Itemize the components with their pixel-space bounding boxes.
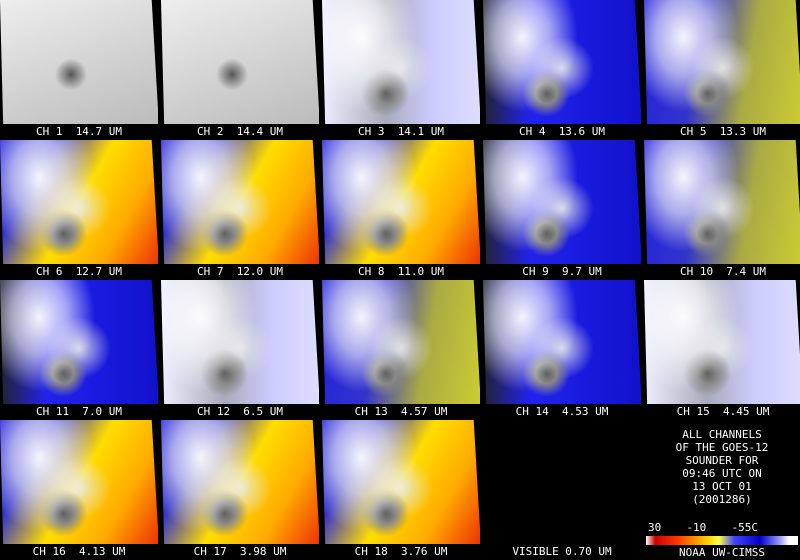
panel-label: VISIBLE 0.70 UM [512,545,612,558]
panel-label: CH 18 3.76 UM [354,545,448,558]
satellite-image [322,140,480,264]
panel-label: CH 2 14.4 UM [196,125,284,138]
satellite-image [0,420,158,544]
info-line: 13 OCT 01 [692,480,752,493]
panel-label: CH 7 12.0 UM [196,265,284,278]
satellite-image [161,140,319,264]
panel-label: CH 6 12.7 UM [35,265,123,278]
satellite-image [322,280,480,404]
colorbar-label: -10 [686,521,707,534]
panel-label: CH 12 6.5 UM [196,405,284,418]
panel: CH 6 12.7 UM [0,140,158,280]
satellite-image [483,280,641,404]
info-line: 09:46 UTC ON [682,467,762,480]
panel-label: CH 11 7.0 UM [35,405,123,418]
panel: VISIBLE 0.70 UM [483,420,641,560]
panel: CH 7 12.0 UM [161,140,319,280]
panel: CH 4 13.6 UM [483,0,641,140]
panel-label: CH 14 4.53 UM [515,405,609,418]
satellite-image [483,140,641,264]
satellite-image [322,0,480,124]
satellite-image [483,420,641,544]
panel-label: CH 16 4.13 UM [32,545,126,558]
info-line: SOUNDER FOR [685,454,759,467]
satellite-image [644,0,800,124]
panel: CH 2 14.4 UM [161,0,319,140]
panel: CH 18 3.76 UM [322,420,480,560]
panel-label: CH 13 4.57 UM [354,405,448,418]
panel: CH 14 4.53 UM [483,280,641,420]
panel: CH 10 7.4 UM [644,140,800,280]
satellite-image [644,280,800,404]
satellite-image [161,280,319,404]
panel: CH 17 3.98 UM [161,420,319,560]
panel-label: CH 1 14.7 UM [35,125,123,138]
colorbar-label: -55C [731,521,759,534]
info-line: ALL CHANNELS [682,428,762,441]
panel-label: CH 4 13.6 UM [518,125,606,138]
colorbar-label: 30 [648,521,662,534]
satellite-image [0,0,158,124]
panel: CH 5 13.3 UM [644,0,800,140]
panel-label: CH 17 3.98 UM [193,545,287,558]
panel: CH 9 9.7 UM [483,140,641,280]
satellite-image [483,0,641,124]
panel-label: CH 15 4.45 UM [676,405,770,418]
panel: CH 16 4.13 UM [0,420,158,560]
panel-label: CH 9 9.7 UM [522,265,602,278]
panel: CH 11 7.0 UM [0,280,158,420]
panel: CH 8 11.0 UM [322,140,480,280]
panel-label: CH 5 13.3 UM [679,125,767,138]
panel-label: CH 8 11.0 UM [357,265,445,278]
panel-label: CH 3 14.1 UM [357,125,445,138]
colorbar-labels: 30 -10 -55C [648,521,758,534]
panel: CH 15 4.45 UM [644,280,800,420]
satellite-image [161,420,319,544]
satellite-image [0,140,158,264]
panel: CH 1 14.7 UM [0,0,158,140]
credit: NOAA UW-CIMSS [678,546,766,559]
info-text: ALL CHANNELS OF THE GOES-12 SOUNDER FOR 09:… [644,428,800,506]
panel-label: CH 10 7.4 UM [679,265,767,278]
info-line: (2001286) [692,493,752,506]
satellite-image [322,420,480,544]
panel: CH 13 4.57 UM [322,280,480,420]
satellite-image [644,140,800,264]
colorbar [646,536,798,545]
panel: CH 12 6.5 UM [161,280,319,420]
satellite-image [161,0,319,124]
panel: CH 3 14.1 UM [322,0,480,140]
info-line: OF THE GOES-12 [675,441,769,454]
satellite-image [0,280,158,404]
